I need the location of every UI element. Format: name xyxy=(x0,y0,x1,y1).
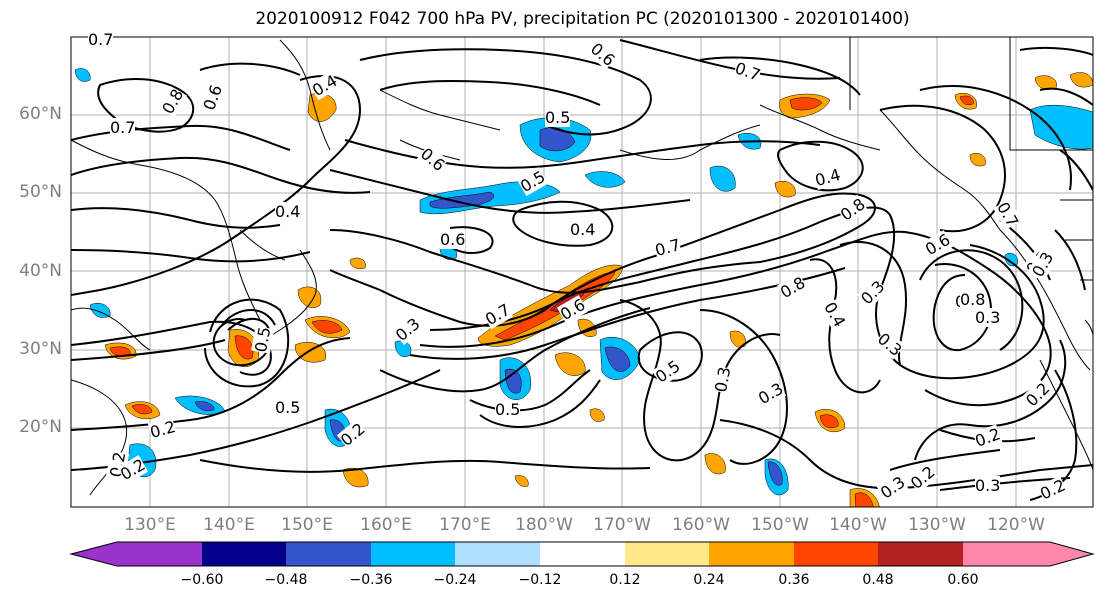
map-title: 2020100912 F042 700 hPa PV, precipitatio… xyxy=(255,9,910,29)
contour-label: 0.2 xyxy=(972,424,1003,451)
colorbar-tick-label: −0.60 xyxy=(180,572,224,588)
lon-label-170w: 170°W xyxy=(593,515,651,535)
contour-label: 0.6 xyxy=(556,294,589,325)
contour-label: 0.5 xyxy=(545,108,571,127)
contour-label: 0.4 xyxy=(308,70,341,101)
lon-label-150w: 150°W xyxy=(751,515,809,535)
lon-label-180w: 180°W xyxy=(515,515,573,535)
contour-label: 0.3 xyxy=(857,276,889,309)
lat-label-20n: 20°N xyxy=(19,417,62,437)
colorbar-tick-label: 0.12 xyxy=(609,572,641,588)
lon-label-140e: 140°E xyxy=(203,515,255,535)
lon-label-160e: 160°E xyxy=(360,515,412,535)
contour-label: 0.7 xyxy=(652,235,683,260)
contour-label: 0.2 xyxy=(1022,378,1054,411)
lon-label-130e: 130°E xyxy=(124,515,176,535)
contour-label: 0.2 xyxy=(906,462,939,493)
contour-label: 0.8 xyxy=(776,272,809,303)
coastlines xyxy=(71,37,1093,496)
contour-label: 0.6 xyxy=(586,39,619,70)
contour-label: 0.5 xyxy=(251,325,275,354)
contour-label: 0.5 xyxy=(275,398,301,417)
contour-label: 0.3 xyxy=(391,314,424,345)
contour-label: 0.6 xyxy=(921,229,954,260)
lon-label-170e: 170°E xyxy=(439,515,491,535)
contour-label: 0.3 xyxy=(975,476,1001,495)
contour-label: 0.5 xyxy=(651,356,684,387)
contour-label: 0.3 xyxy=(876,472,909,503)
colorbar-tick-label: 0.60 xyxy=(947,572,979,588)
colorbar-tick-label: −0.48 xyxy=(264,572,308,588)
lon-label-140w: 140°W xyxy=(829,515,887,535)
contour-label: 0.7 xyxy=(481,299,514,330)
contour-label: 0.2 xyxy=(147,417,178,442)
colorbar-tick-label: −0.24 xyxy=(433,572,477,588)
lat-label-30n: 30°N xyxy=(19,339,62,359)
lon-label-120w: 120°W xyxy=(987,515,1045,535)
colorbar-tick-label: 0.48 xyxy=(862,572,894,588)
contour-label: 0.6 xyxy=(440,230,466,249)
lon-label-160w: 160°W xyxy=(672,515,730,535)
contour-label: 0.3 xyxy=(873,329,906,360)
contour-label: 0.3 xyxy=(711,365,735,394)
gridlines xyxy=(71,37,1093,507)
lon-label-150e: 150°E xyxy=(281,515,333,535)
contour-label: 0.8 xyxy=(960,290,986,309)
colorbar-tick-label: 0.36 xyxy=(778,572,810,588)
contour-label: 0.4 xyxy=(570,220,596,239)
contour-label: 0.4 xyxy=(820,298,850,331)
contour-label: 0.4 xyxy=(812,165,843,190)
colorbar-tick-label: −0.12 xyxy=(518,572,562,588)
contour-label: 0.6 xyxy=(199,82,227,113)
contour-label: 0.2 xyxy=(336,419,369,450)
contour-label: 0.7 xyxy=(110,118,136,137)
contour-label: 0.8 xyxy=(158,85,188,118)
contour-label: 0.2 xyxy=(1037,475,1069,504)
contour-label: 0.7 xyxy=(88,30,114,49)
contour-label: 0.8 xyxy=(836,194,869,225)
contour-label: 0.3 xyxy=(975,308,1001,327)
lat-label-60n: 60°N xyxy=(19,104,62,124)
contour-label: 0.7 xyxy=(732,58,763,85)
lat-label-50n: 50°N xyxy=(19,182,62,202)
colorbar-tick-label: 0.24 xyxy=(693,572,725,588)
contour-label: 0.7 xyxy=(993,198,1023,231)
lat-label-40n: 40°N xyxy=(19,261,62,281)
contour-label: 0.5 xyxy=(516,166,549,197)
contour-label: 0.5 xyxy=(495,400,521,419)
lon-label-130w: 130°W xyxy=(908,515,966,535)
contour-label: 0.4 xyxy=(275,202,301,221)
contour-label: 0.3 xyxy=(754,378,787,409)
contour-label: 0.6 xyxy=(416,144,449,175)
colorbar-tick-label: −0.36 xyxy=(349,572,393,588)
